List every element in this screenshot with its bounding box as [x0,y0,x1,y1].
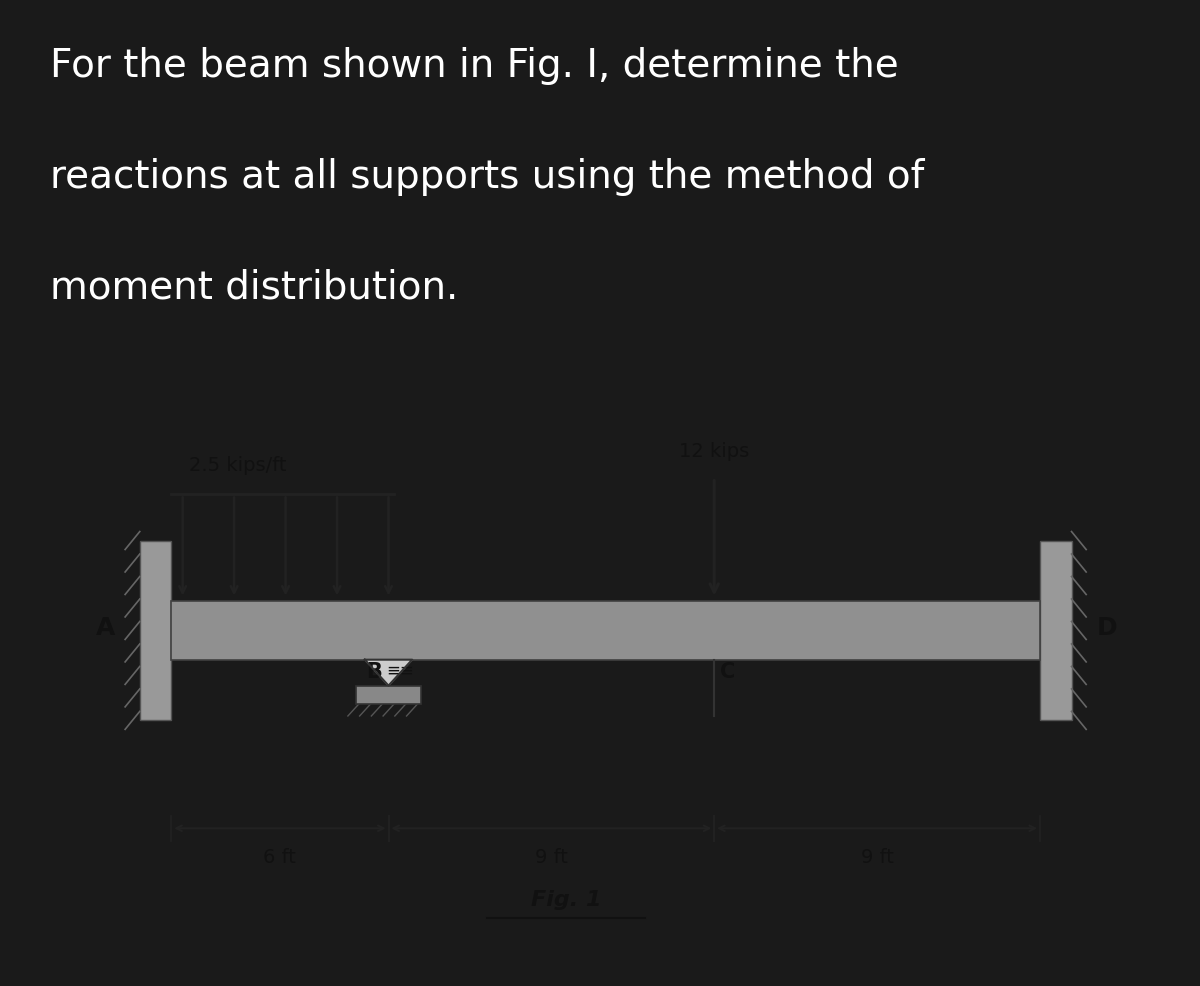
Text: 9 ft: 9 ft [860,848,894,867]
Text: For the beam shown in Fig. I, determine the: For the beam shown in Fig. I, determine … [50,47,899,86]
Text: ≡≡: ≡≡ [386,662,414,680]
Text: reactions at all supports using the method of: reactions at all supports using the meth… [50,158,925,196]
Text: D: D [1097,615,1117,640]
Text: 6 ft: 6 ft [264,848,296,867]
Text: B: B [366,663,382,682]
Text: moment distribution.: moment distribution. [50,268,458,307]
Text: Fig. 1: Fig. 1 [530,890,601,910]
Text: 12 kips: 12 kips [679,442,749,460]
Text: C: C [720,662,736,682]
Bar [355,685,421,704]
Text: 9 ft: 9 ft [535,848,568,867]
Text: 2.5 kips/ft: 2.5 kips/ft [188,456,287,475]
Polygon shape [365,660,412,685]
Text: A: A [96,615,115,640]
Bar [1040,540,1072,721]
Bar [139,540,172,721]
Bar [172,601,1040,660]
